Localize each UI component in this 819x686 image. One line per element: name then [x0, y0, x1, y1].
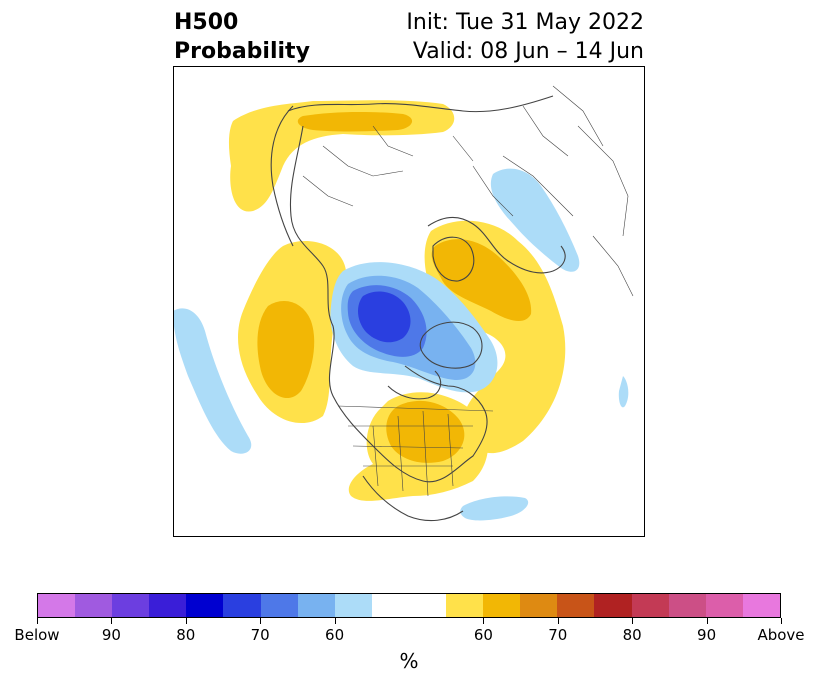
coast-scandinavia — [432, 236, 475, 282]
colorbar-segment — [75, 594, 113, 617]
colorbar-tick — [185, 618, 187, 624]
probability-colorbar — [37, 593, 781, 618]
colorbar-tick — [37, 618, 38, 624]
colorbar-segment — [371, 594, 409, 617]
colorbar-segment — [483, 594, 521, 617]
below-area-atlantic — [460, 496, 529, 521]
borders-north-america — [337, 405, 494, 497]
colorbar-segment — [38, 594, 76, 617]
colorbar-segment — [705, 594, 743, 617]
coast-gulf-mexico — [362, 475, 464, 522]
colorbar-segment — [520, 594, 558, 617]
colorbar-tick-label: 60 — [473, 626, 493, 644]
colorbar-tick — [706, 618, 708, 624]
colorbar-unit: % — [399, 649, 419, 673]
coast-greenland — [419, 321, 483, 369]
colorbar-tick — [781, 618, 782, 624]
colorbar-tick — [334, 618, 336, 624]
colorbar-tick — [260, 618, 262, 624]
colorbar-segment — [112, 594, 150, 617]
title-h500: H500 — [174, 10, 239, 35]
below-peak-arctic — [357, 291, 411, 343]
colorbar-segment — [260, 594, 298, 617]
map-title-right: Init: Tue 31 May 2022 Valid: 08 Jun – 14… — [406, 8, 644, 66]
colorbar-tick-label: 70 — [250, 626, 270, 644]
colorbar-segment — [186, 594, 224, 617]
colorbar-tick-label: 70 — [548, 626, 568, 644]
colorbar-tick-label: 80 — [622, 626, 642, 644]
above-core-pacific — [257, 301, 315, 399]
colorbar-segment — [742, 594, 780, 617]
probability-map — [173, 66, 645, 537]
borders-europe — [452, 85, 634, 297]
colorbar-segment — [446, 594, 484, 617]
map-title-left: H500 Probability — [174, 8, 310, 66]
coastlines — [270, 95, 566, 522]
political-borders — [302, 85, 634, 497]
colorbar-tick-label: 90 — [101, 626, 121, 644]
colorbar-tick — [111, 618, 113, 624]
borders-siberia — [302, 125, 414, 207]
above-core-europe — [431, 239, 532, 322]
colorbar-segment — [668, 594, 706, 617]
colorbar-segment — [223, 594, 261, 617]
below-area-pacific-west — [173, 308, 252, 454]
above-core-siberia — [297, 111, 413, 132]
colorbar-tick-label: 80 — [176, 626, 196, 644]
colorbar-tick-label: 60 — [325, 626, 345, 644]
below-area-russia — [490, 168, 580, 272]
colorbar-segment — [631, 594, 669, 617]
colorbar-tick — [632, 618, 634, 624]
above-normal-areas — [228, 100, 566, 501]
colorbar-tick — [483, 618, 485, 624]
colorbar-segment — [334, 594, 372, 617]
map-border — [173, 66, 645, 537]
colorbar-tick-label: 90 — [697, 626, 717, 644]
coast-eurasia — [427, 216, 566, 274]
colorbar-segment — [408, 594, 447, 617]
colorbar-segment — [149, 594, 187, 617]
coast-north-america — [289, 125, 488, 483]
coast-siberia — [287, 95, 554, 113]
coast-hudson-bay — [387, 370, 442, 400]
colorbar-segment — [297, 594, 335, 617]
colorbar-tick — [557, 618, 559, 624]
below-normal-areas — [173, 168, 629, 521]
title-probability: Probability — [174, 39, 310, 64]
below-area-east-edge — [618, 376, 629, 408]
colorbar-segment — [557, 594, 595, 617]
init-date: Init: Tue 31 May 2022 — [406, 10, 644, 35]
colorbar-tick-label: Below — [14, 626, 60, 644]
colorbar-segment — [594, 594, 632, 617]
colorbar-tick-label: Above — [757, 626, 805, 644]
valid-range: Valid: 08 Jun – 14 Jun — [412, 39, 644, 64]
coast-east-asia — [270, 105, 294, 247]
